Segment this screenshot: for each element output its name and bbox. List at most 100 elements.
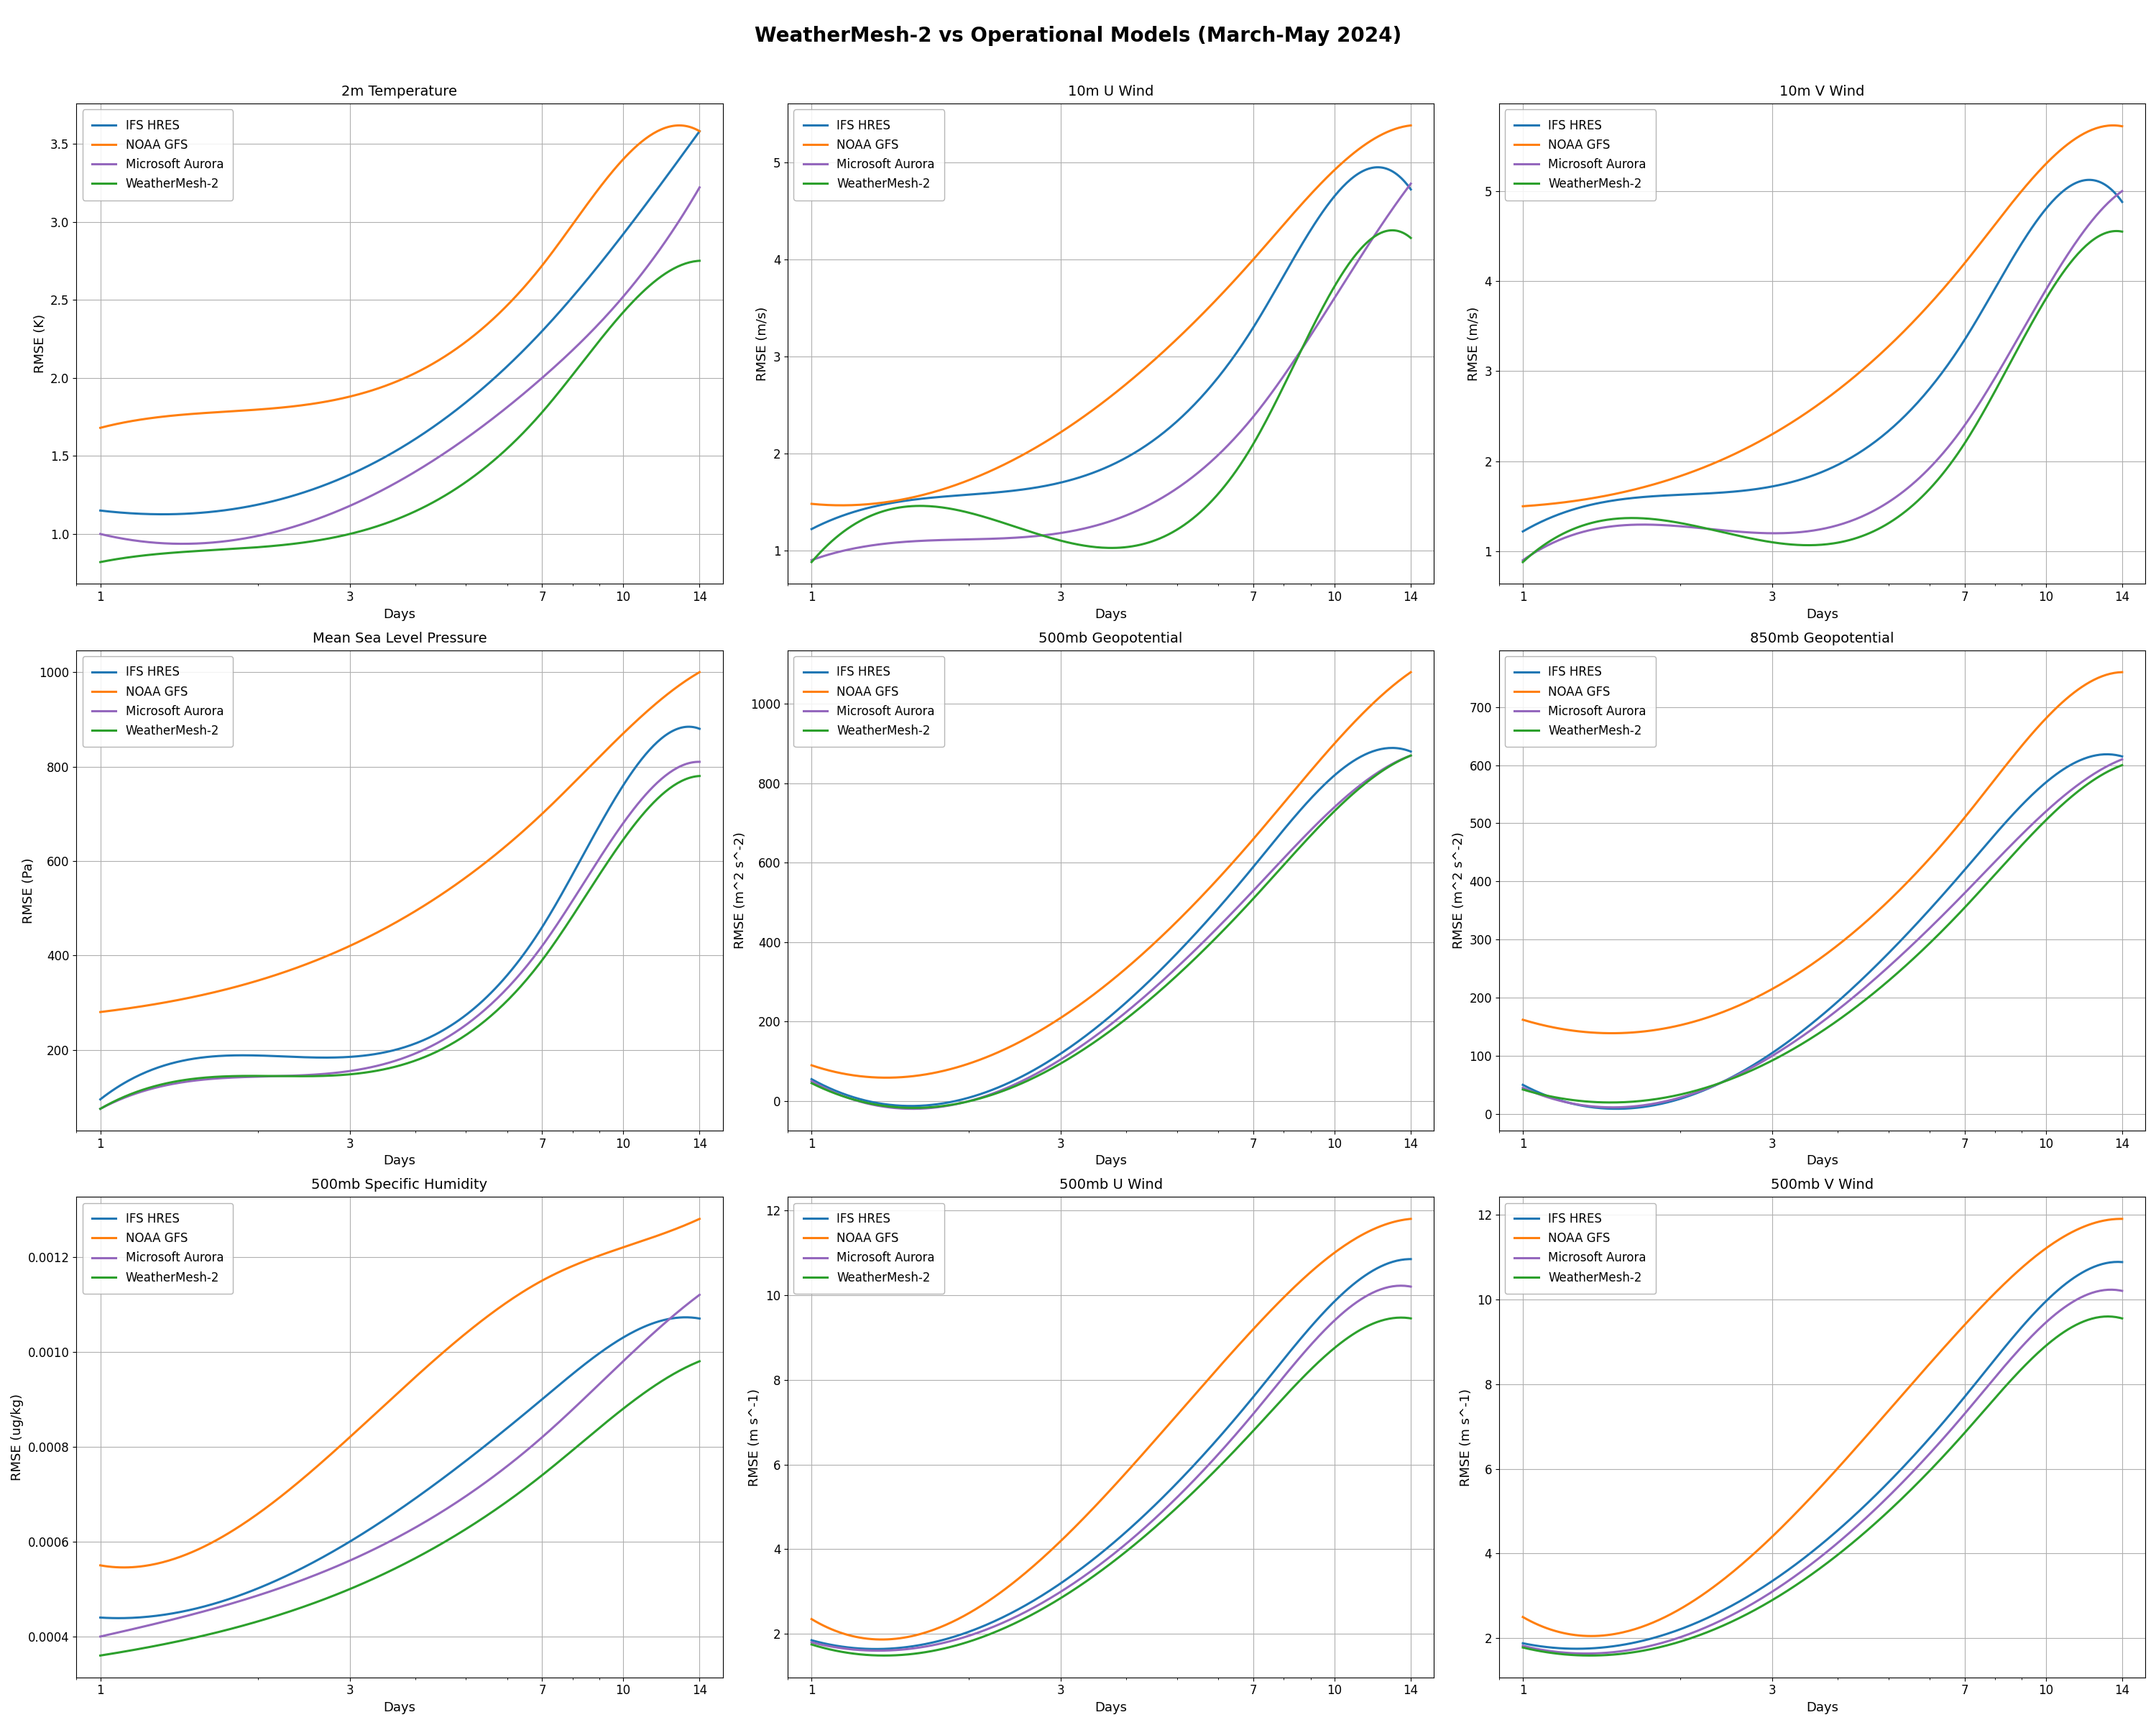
- Microsoft Aurora: [1869, 963, 1895, 983]
- Microsoft Aurora: [2055, 1294, 2081, 1314]
- WeatherMesh-2: [1156, 973, 1181, 994]
- Line: NOAA GFS: NOAA GFS: [811, 126, 1410, 505]
- NOAA GFS: [457, 1320, 483, 1340]
- Line: WeatherMesh-2: WeatherMesh-2: [811, 756, 1410, 1107]
- WeatherMesh-2: [1511, 1080, 1537, 1101]
- IFS HRES: [2055, 756, 2081, 776]
- Microsoft Aurora: [2109, 181, 2134, 202]
- NOAA GFS: [1878, 888, 1904, 909]
- Microsoft Aurora: [1509, 1078, 1535, 1099]
- IFS HRES: [1563, 1639, 1589, 1659]
- X-axis label: Days: Days: [1095, 1154, 1128, 1168]
- IFS HRES: [1156, 419, 1181, 440]
- IFS HRES: [149, 504, 175, 524]
- NOAA GFS: [444, 1330, 470, 1351]
- Line: Microsoft Aurora: Microsoft Aurora: [1522, 1290, 2122, 1654]
- WeatherMesh-2: [1307, 818, 1332, 838]
- WeatherMesh-2: [2055, 1320, 2081, 1340]
- NOAA GFS: [1869, 1408, 1895, 1428]
- Line: IFS HRES: IFS HRES: [1522, 179, 2122, 531]
- Microsoft Aurora: [442, 1494, 468, 1515]
- Line: IFS HRES: IFS HRES: [101, 1318, 699, 1618]
- Microsoft Aurora: [800, 549, 826, 569]
- NOAA GFS: [2018, 1251, 2044, 1271]
- IFS HRES: [862, 1639, 888, 1659]
- IFS HRES: [686, 718, 711, 738]
- NOAA GFS: [455, 331, 481, 352]
- IFS HRES: [2055, 1271, 2081, 1292]
- WeatherMesh-2: [1158, 1502, 1184, 1523]
- IFS HRES: [455, 1004, 481, 1025]
- NOAA GFS: [1867, 345, 1893, 366]
- Line: IFS HRES: IFS HRES: [811, 167, 1410, 530]
- WeatherMesh-2: [1341, 245, 1367, 266]
- WeatherMesh-2: [800, 1635, 826, 1656]
- IFS HRES: [1867, 952, 1893, 973]
- WeatherMesh-2: [1867, 518, 1893, 538]
- Microsoft Aurora: [1343, 778, 1369, 799]
- IFS HRES: [1365, 157, 1391, 178]
- WeatherMesh-2: [1578, 1646, 1604, 1666]
- NOAA GFS: [1343, 140, 1369, 160]
- Title: 850mb Geopotential: 850mb Geopotential: [1751, 631, 1895, 645]
- Line: WeatherMesh-2: WeatherMesh-2: [101, 1361, 699, 1656]
- WeatherMesh-2: [2016, 319, 2042, 340]
- WeatherMesh-2: [1166, 963, 1192, 983]
- Legend: IFS HRES, NOAA GFS, Microsoft Aurora, WeatherMesh-2: IFS HRES, NOAA GFS, Microsoft Aurora, We…: [82, 110, 233, 200]
- WeatherMesh-2: [686, 766, 711, 787]
- NOAA GFS: [442, 875, 468, 895]
- WeatherMesh-2: [455, 1025, 481, 1045]
- Microsoft Aurora: [88, 1625, 114, 1646]
- Y-axis label: RMSE (Pa): RMSE (Pa): [22, 857, 34, 923]
- Microsoft Aurora: [442, 1023, 468, 1044]
- IFS HRES: [630, 747, 655, 768]
- WeatherMesh-2: [442, 1032, 468, 1052]
- IFS HRES: [800, 1630, 826, 1651]
- WeatherMesh-2: [1380, 221, 1406, 242]
- WeatherMesh-2: [442, 1525, 468, 1546]
- Line: WeatherMesh-2: WeatherMesh-2: [811, 1318, 1410, 1656]
- Microsoft Aurora: [1869, 1492, 1895, 1513]
- IFS HRES: [1878, 1468, 1904, 1489]
- NOAA GFS: [595, 1242, 621, 1263]
- WeatherMesh-2: [2109, 756, 2134, 776]
- Microsoft Aurora: [1876, 492, 1902, 512]
- WeatherMesh-2: [1166, 519, 1192, 540]
- Line: Microsoft Aurora: Microsoft Aurora: [1522, 759, 2122, 1107]
- NOAA GFS: [666, 116, 692, 136]
- Legend: IFS HRES, NOAA GFS, Microsoft Aurora, WeatherMesh-2: IFS HRES, NOAA GFS, Microsoft Aurora, We…: [82, 1202, 233, 1294]
- WeatherMesh-2: [88, 552, 114, 573]
- Line: WeatherMesh-2: WeatherMesh-2: [1522, 1316, 2122, 1656]
- Microsoft Aurora: [1166, 478, 1192, 499]
- WeatherMesh-2: [871, 1646, 897, 1666]
- Microsoft Aurora: [630, 787, 655, 807]
- WeatherMesh-2: [798, 552, 824, 573]
- Microsoft Aurora: [1156, 1496, 1181, 1516]
- Microsoft Aurora: [1166, 954, 1192, 975]
- Microsoft Aurora: [88, 524, 114, 545]
- Microsoft Aurora: [88, 1097, 114, 1118]
- Line: NOAA GFS: NOAA GFS: [1522, 1220, 2122, 1635]
- NOAA GFS: [1166, 1401, 1192, 1421]
- NOAA GFS: [1867, 899, 1893, 919]
- NOAA GFS: [1397, 116, 1423, 136]
- NOAA GFS: [88, 1002, 114, 1023]
- Microsoft Aurora: [444, 1021, 470, 1042]
- Legend: IFS HRES, NOAA GFS, Microsoft Aurora, WeatherMesh-2: IFS HRES, NOAA GFS, Microsoft Aurora, We…: [1505, 1202, 1656, 1294]
- WeatherMesh-2: [800, 1073, 826, 1094]
- IFS HRES: [1166, 940, 1192, 961]
- IFS HRES: [1509, 521, 1535, 542]
- WeatherMesh-2: [2109, 221, 2134, 242]
- IFS HRES: [677, 716, 703, 737]
- WeatherMesh-2: [88, 1646, 114, 1666]
- Line: Microsoft Aurora: Microsoft Aurora: [811, 1285, 1410, 1651]
- NOAA GFS: [686, 662, 711, 683]
- IFS HRES: [1307, 780, 1332, 800]
- NOAA GFS: [88, 417, 114, 438]
- IFS HRES: [1878, 940, 1904, 961]
- WeatherMesh-2: [1867, 1509, 1893, 1530]
- Microsoft Aurora: [1156, 483, 1181, 504]
- NOAA GFS: [686, 121, 711, 141]
- NOAA GFS: [630, 129, 655, 150]
- Title: 2m Temperature: 2m Temperature: [341, 85, 457, 98]
